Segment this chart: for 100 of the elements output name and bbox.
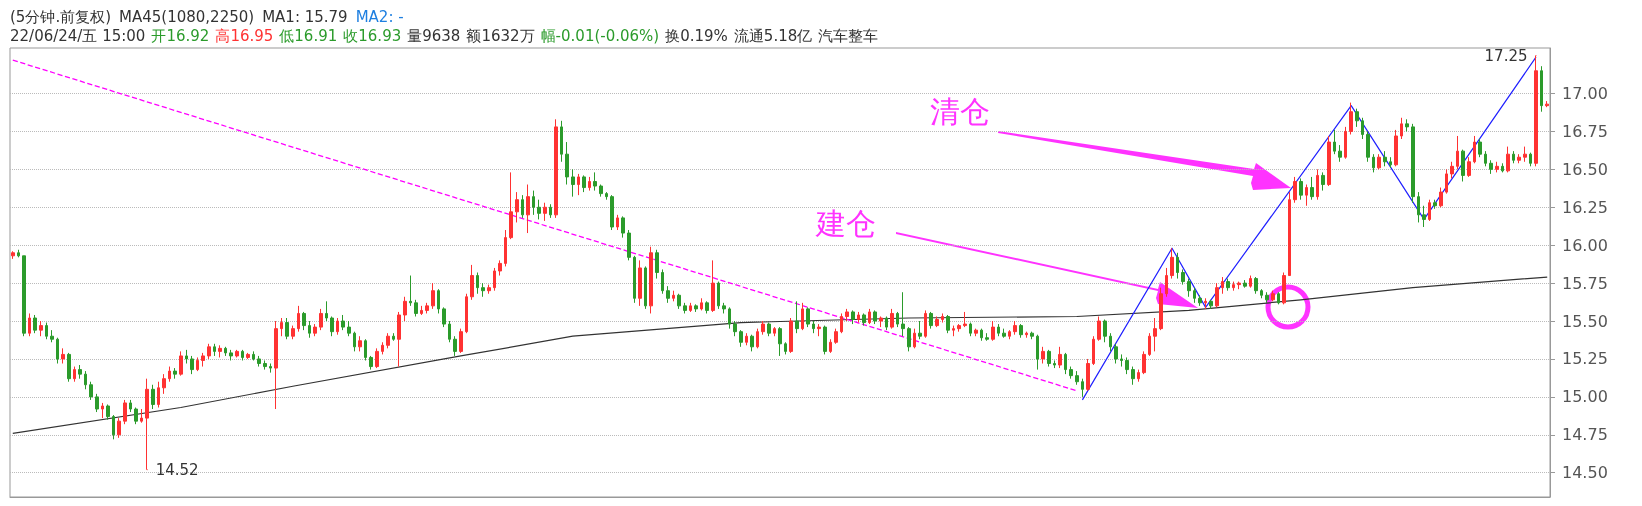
candlestick [935, 315, 939, 328]
candlestick [190, 355, 194, 375]
candlestick [773, 326, 776, 337]
candlestick [532, 190, 535, 216]
annotation: 清仓 [930, 93, 990, 131]
candlestick [1097, 315, 1101, 342]
candlestick [885, 315, 888, 331]
candlestick [145, 378, 149, 471]
candlestick [1417, 191, 1420, 223]
candlestick [997, 323, 1000, 337]
annotation: 建仓 [816, 205, 876, 243]
candlestick [1058, 346, 1062, 369]
candlestick [733, 320, 737, 337]
y-tick-label: 17.00 [1562, 84, 1608, 104]
candlestick [1114, 343, 1118, 365]
candlestick [1064, 352, 1067, 375]
candlestick [173, 367, 177, 380]
candlestick [1013, 320, 1017, 336]
candlestick [969, 322, 972, 337]
candlestick [1506, 146, 1510, 173]
candlestick [907, 326, 911, 352]
candlestick [593, 171, 597, 192]
candlestick [599, 184, 603, 198]
candlestick [1484, 150, 1487, 167]
chart-title: (5分钟.前复权) [10, 8, 112, 27]
candlestick [1389, 156, 1392, 169]
candlestick [756, 328, 759, 349]
candlestick [213, 343, 216, 357]
candlestick [554, 118, 558, 219]
candlestick [1226, 278, 1230, 292]
text: MA45(1080,2250) [119, 8, 255, 27]
candlestick [806, 306, 810, 328]
candlestick [1271, 290, 1275, 302]
candlestick [1467, 156, 1471, 178]
candlestick [1327, 135, 1331, 187]
candlestick [269, 363, 272, 374]
candlestick [1153, 317, 1157, 352]
candlestick [627, 229, 631, 261]
candlestick [1344, 126, 1347, 160]
candlestick [33, 314, 37, 334]
candlestick [745, 332, 748, 346]
y-tick-label: 16.25 [1562, 197, 1608, 217]
candlestick [705, 300, 709, 314]
candlestick [168, 366, 171, 383]
candlestick [829, 338, 832, 354]
candlestick [106, 403, 110, 421]
candlestick [246, 352, 250, 360]
candlestick [358, 335, 362, 352]
candlestick [397, 311, 401, 368]
text: 流通5.18亿 [733, 27, 813, 46]
candlestick [1209, 299, 1213, 310]
candlestick [621, 215, 625, 239]
candlestick [1069, 366, 1073, 380]
candlestick [913, 328, 916, 349]
candlestick [252, 350, 255, 361]
candlestick [1277, 291, 1280, 305]
text: 量9638 [407, 27, 461, 46]
candlestick [1215, 282, 1219, 308]
candlestick [1120, 353, 1123, 368]
candlestick [1333, 129, 1336, 155]
candlestick [157, 381, 160, 408]
candlestick [1002, 328, 1006, 339]
candlestick [963, 311, 967, 328]
candlestick [1299, 177, 1303, 201]
candlestick [1377, 153, 1381, 170]
annotation: 17.25 [1484, 46, 1528, 65]
candlestick [17, 249, 20, 258]
candlestick [1288, 191, 1291, 277]
candlestick [431, 282, 435, 310]
candlestick [1383, 150, 1387, 167]
candlestick [325, 300, 328, 322]
candlestick [207, 343, 211, 360]
candlestick [1372, 153, 1375, 173]
candlestick [571, 168, 575, 198]
candlestick [241, 349, 244, 361]
candlestick [476, 272, 479, 295]
candlestick [985, 332, 989, 342]
candlestick [1456, 135, 1459, 170]
annotation: 14.52 [155, 460, 199, 479]
candlestick [991, 320, 995, 342]
candlestick [1422, 205, 1426, 228]
candlestick [560, 120, 563, 163]
text: MA2: - [355, 8, 404, 27]
candlestick [381, 341, 384, 355]
candlestick [1450, 161, 1454, 179]
candlestick [196, 356, 199, 372]
candlestick [61, 347, 65, 365]
candlestick [1165, 267, 1168, 298]
candlestick [224, 346, 227, 357]
candlestick [1137, 369, 1140, 383]
candlestick [515, 191, 519, 223]
candlestick [1534, 55, 1538, 167]
candlestick [73, 366, 76, 383]
candlestick [459, 328, 463, 354]
candlestick [588, 176, 591, 192]
candlestick [330, 315, 334, 337]
candlestick [980, 328, 983, 342]
candlestick [801, 302, 804, 331]
candlestick [649, 246, 653, 314]
candlestick [1305, 184, 1308, 207]
